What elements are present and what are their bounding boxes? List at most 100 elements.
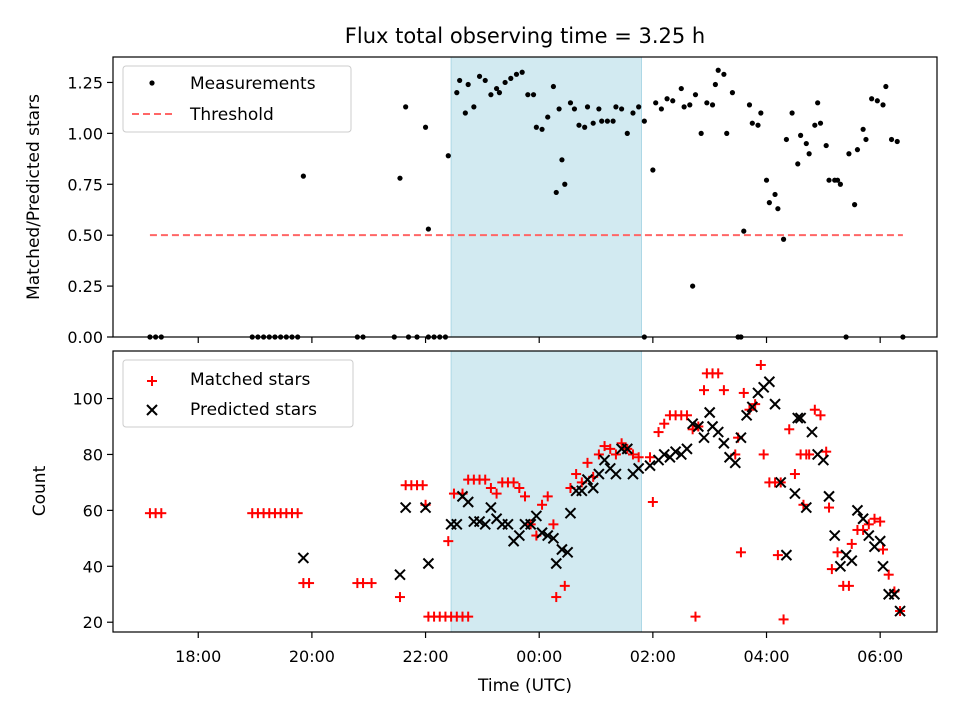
matched-star-point bbox=[690, 611, 701, 622]
legend-measurements-marker bbox=[149, 80, 155, 86]
measurement-point bbox=[465, 81, 471, 88]
predicted-star-point bbox=[621, 443, 633, 455]
predicted-star-point bbox=[422, 557, 435, 570]
matched-star-point bbox=[826, 564, 837, 575]
predicted-star-point bbox=[561, 546, 574, 559]
measurement-point bbox=[567, 100, 574, 106]
measurement-point bbox=[755, 122, 761, 128]
matched-star-point bbox=[417, 480, 428, 491]
matched-star-point bbox=[846, 538, 857, 549]
xtick-label: 18:00 bbox=[175, 647, 221, 666]
matched-star-point bbox=[366, 578, 377, 589]
matched-star-point bbox=[659, 418, 670, 429]
measurement-point bbox=[741, 228, 747, 234]
measurement-point bbox=[584, 104, 591, 110]
top-highlight-span bbox=[450, 56, 642, 338]
matched-star-point bbox=[653, 427, 664, 438]
measurement-point bbox=[874, 98, 880, 104]
matched-star-point bbox=[815, 410, 826, 421]
matched-star-point bbox=[551, 592, 562, 603]
top-ytick-label: 1.00 bbox=[67, 124, 103, 143]
chart-title: Flux total observing time = 3.25 h bbox=[345, 24, 705, 48]
predicted-star-point bbox=[681, 443, 693, 455]
bottom-ytick-label: 60 bbox=[83, 501, 103, 520]
matched-star-point bbox=[647, 496, 658, 507]
matched-star-point bbox=[548, 519, 559, 530]
matched-star-point bbox=[304, 578, 315, 589]
matched-star-point bbox=[480, 474, 491, 485]
predicted-star-point bbox=[462, 496, 474, 508]
top-ylabel: Matched/Predicted stars bbox=[24, 94, 44, 300]
measurement-point bbox=[795, 161, 801, 167]
measurement-point bbox=[576, 122, 582, 128]
matched-star-point bbox=[571, 469, 582, 480]
measurement-point bbox=[715, 67, 721, 73]
predicted-star-point bbox=[451, 518, 463, 531]
measurement-point bbox=[502, 79, 508, 86]
measurement-point bbox=[650, 167, 656, 173]
matched-star-point bbox=[843, 580, 854, 591]
predicted-star-point bbox=[530, 510, 543, 522]
measurement-point bbox=[815, 100, 821, 106]
predicted-star-point bbox=[692, 420, 705, 433]
matched-star-point bbox=[738, 387, 749, 398]
measurement-point bbox=[729, 90, 736, 96]
matched-star-point bbox=[582, 457, 593, 468]
predicted-star-point bbox=[576, 485, 588, 497]
predicted-star-point bbox=[644, 459, 656, 472]
predicted-star-point bbox=[823, 490, 835, 503]
measurement-point bbox=[619, 106, 625, 112]
matched-star-point bbox=[520, 491, 530, 502]
xtick-label: 04:00 bbox=[743, 647, 789, 666]
predicted-star-point bbox=[769, 398, 781, 410]
measurement-point bbox=[488, 92, 494, 98]
predicted-star-point bbox=[857, 513, 869, 525]
measurement-point bbox=[724, 130, 730, 136]
legend-threshold-label: Threshold bbox=[189, 105, 274, 125]
matched-star-point bbox=[809, 404, 820, 415]
predicted-star-point bbox=[593, 468, 605, 480]
measurement-point bbox=[590, 120, 596, 126]
measurement-point bbox=[630, 110, 636, 116]
predicted-star-point bbox=[479, 518, 491, 531]
predicted-star-point bbox=[888, 588, 901, 600]
predicted-star-point bbox=[735, 431, 747, 444]
predicted-star-point bbox=[775, 476, 787, 489]
predicted-star-point bbox=[419, 501, 432, 514]
measurement-point bbox=[571, 106, 578, 112]
predicted-star-point bbox=[789, 487, 801, 500]
bottom-panel-frame bbox=[112, 350, 938, 633]
measurement-point bbox=[454, 90, 460, 96]
legend-predicted-label: Predicted stars bbox=[190, 400, 317, 420]
measurement-point bbox=[880, 102, 886, 108]
measurement-point bbox=[559, 157, 565, 163]
measurement-point bbox=[749, 120, 755, 126]
measurement-point bbox=[545, 114, 551, 120]
matched-star-point bbox=[156, 508, 167, 519]
predicted-star-point bbox=[394, 568, 406, 581]
bottom-highlight-span bbox=[450, 350, 642, 633]
predicted-star-point bbox=[669, 445, 682, 458]
top-legend: Measurements Threshold bbox=[122, 65, 352, 133]
predicted-star-point bbox=[863, 529, 875, 542]
measurement-point bbox=[658, 106, 664, 112]
measurement-point bbox=[883, 83, 889, 90]
predicted-star-point bbox=[556, 543, 568, 556]
top-panel-frame bbox=[112, 56, 938, 338]
measurement-point bbox=[533, 124, 539, 130]
matched-star-point bbox=[599, 441, 610, 452]
predicted-star-point bbox=[581, 473, 594, 486]
matched-star-point bbox=[443, 536, 454, 547]
matched-star-point bbox=[593, 449, 604, 460]
measurement-point bbox=[704, 100, 710, 106]
measurement-point bbox=[766, 200, 772, 206]
measurement-point bbox=[403, 104, 409, 110]
measurement-point bbox=[493, 85, 500, 92]
measurement-point bbox=[758, 110, 764, 116]
measurement-point bbox=[834, 177, 841, 183]
measurement-point bbox=[826, 177, 832, 183]
measurement-point bbox=[613, 104, 619, 110]
measurement-point bbox=[425, 226, 431, 232]
bottom-legend-box bbox=[122, 359, 354, 428]
